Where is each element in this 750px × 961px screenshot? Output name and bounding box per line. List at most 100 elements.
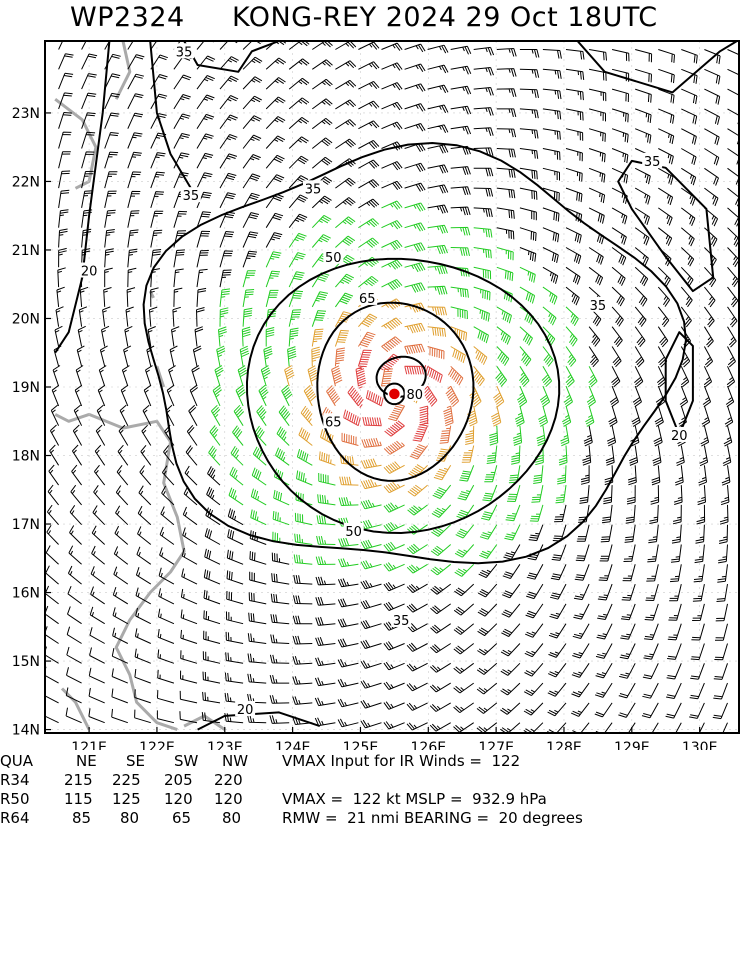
row-label: R64 xyxy=(0,809,30,827)
wind-barb xyxy=(104,209,116,228)
wind-barb xyxy=(719,504,729,525)
wind-barb xyxy=(120,384,129,407)
wind-barb xyxy=(453,623,475,635)
storm-center-dot xyxy=(387,387,402,401)
wind-barb xyxy=(717,564,728,583)
wind-barb xyxy=(81,131,96,149)
wind-barb xyxy=(104,151,119,169)
wind-barb xyxy=(77,325,86,347)
wind-barb xyxy=(427,184,449,194)
wind-barb xyxy=(501,603,521,618)
wind-barb xyxy=(150,210,164,228)
wind-barb xyxy=(381,317,403,331)
wind-barb xyxy=(113,546,129,565)
wind-barb xyxy=(477,603,498,617)
wind-barb xyxy=(519,286,536,304)
wind-barb xyxy=(216,345,226,367)
wind-barb xyxy=(619,643,636,660)
wind-barb xyxy=(608,405,618,427)
wind-barb xyxy=(95,424,106,446)
wind-barb xyxy=(404,343,425,355)
wind-barb xyxy=(430,583,451,595)
wind-barb xyxy=(693,564,705,583)
contour-label-bg xyxy=(323,413,344,429)
wind-barb xyxy=(611,49,630,62)
wind-barb xyxy=(311,156,333,169)
wind-barb xyxy=(337,658,359,668)
wind-barb xyxy=(360,560,382,570)
wind-barb xyxy=(529,504,544,522)
wind-barb xyxy=(312,59,333,70)
contour-label: 50 xyxy=(325,251,342,266)
wind-barb xyxy=(542,49,562,59)
wind-barb xyxy=(276,426,290,446)
lat-tick-label: 21N xyxy=(12,243,40,259)
wind-barb xyxy=(45,545,59,565)
wind-barb xyxy=(91,525,106,545)
wind-barb xyxy=(208,445,221,466)
wind-barb xyxy=(339,476,359,486)
wind-barb xyxy=(307,365,319,387)
wind-barb xyxy=(565,247,582,265)
wind-barb xyxy=(588,108,606,122)
wind-barb xyxy=(219,153,238,169)
wind-barb xyxy=(634,366,644,388)
wind-barb xyxy=(173,133,190,149)
wind-barb xyxy=(116,464,129,486)
wind-barb xyxy=(496,326,511,345)
wind-barb xyxy=(582,445,592,466)
cell-nw: 220 xyxy=(214,771,243,789)
coastline xyxy=(114,41,132,100)
wind-barb xyxy=(703,326,714,348)
wind-barb xyxy=(104,92,120,110)
lon-tick-label: 124E xyxy=(275,740,311,750)
contour-label-bg xyxy=(587,296,608,312)
wind-barb xyxy=(182,527,198,545)
storm-statistics: QUA NE SE SW NW VMAX Input for IR Winds … xyxy=(0,752,750,828)
wind-barb xyxy=(65,687,82,704)
wind-barb xyxy=(519,266,536,283)
wind-barb xyxy=(588,266,604,286)
wind-barb xyxy=(383,502,405,513)
contour-label: 20 xyxy=(237,703,254,718)
wind-barb xyxy=(331,365,343,387)
wind-barb xyxy=(383,521,405,533)
wind-barb xyxy=(727,227,739,247)
wind-barb xyxy=(624,524,636,543)
wind-barb xyxy=(611,167,629,184)
wind-barb xyxy=(594,702,613,718)
wind-barb xyxy=(242,95,262,110)
wind-barb xyxy=(114,525,129,545)
wind-barb xyxy=(519,207,537,221)
wind-barb xyxy=(315,657,336,667)
wind-barb xyxy=(218,326,227,347)
wind-barb xyxy=(75,365,84,387)
wind-barb xyxy=(383,601,405,611)
wind-barb xyxy=(204,528,221,545)
wind-barb xyxy=(104,171,118,189)
wind-barb xyxy=(404,83,426,92)
wind-barb xyxy=(634,266,649,287)
wind-barb xyxy=(265,135,286,149)
wind-barb xyxy=(588,247,604,265)
wind-barb xyxy=(715,603,728,622)
wind-barb xyxy=(138,485,152,506)
cell-ne: 215 xyxy=(64,771,93,789)
wind-barb xyxy=(235,384,246,407)
wind-barb xyxy=(404,123,426,132)
wind-barb xyxy=(473,365,485,387)
wind-barb xyxy=(45,565,59,585)
wind-barb xyxy=(619,663,636,679)
wind-barb xyxy=(519,346,532,367)
wind-barb xyxy=(473,346,488,365)
wind-barb xyxy=(173,171,189,189)
wind-barb xyxy=(404,103,426,112)
wind-barb xyxy=(644,623,659,641)
wind-barb xyxy=(81,53,98,70)
wind-barb xyxy=(381,259,403,270)
wind-barb xyxy=(150,229,163,248)
wind-barb xyxy=(150,171,165,189)
wind-barb xyxy=(288,77,310,90)
wind-barb xyxy=(538,405,548,427)
wind-barb xyxy=(46,504,59,526)
